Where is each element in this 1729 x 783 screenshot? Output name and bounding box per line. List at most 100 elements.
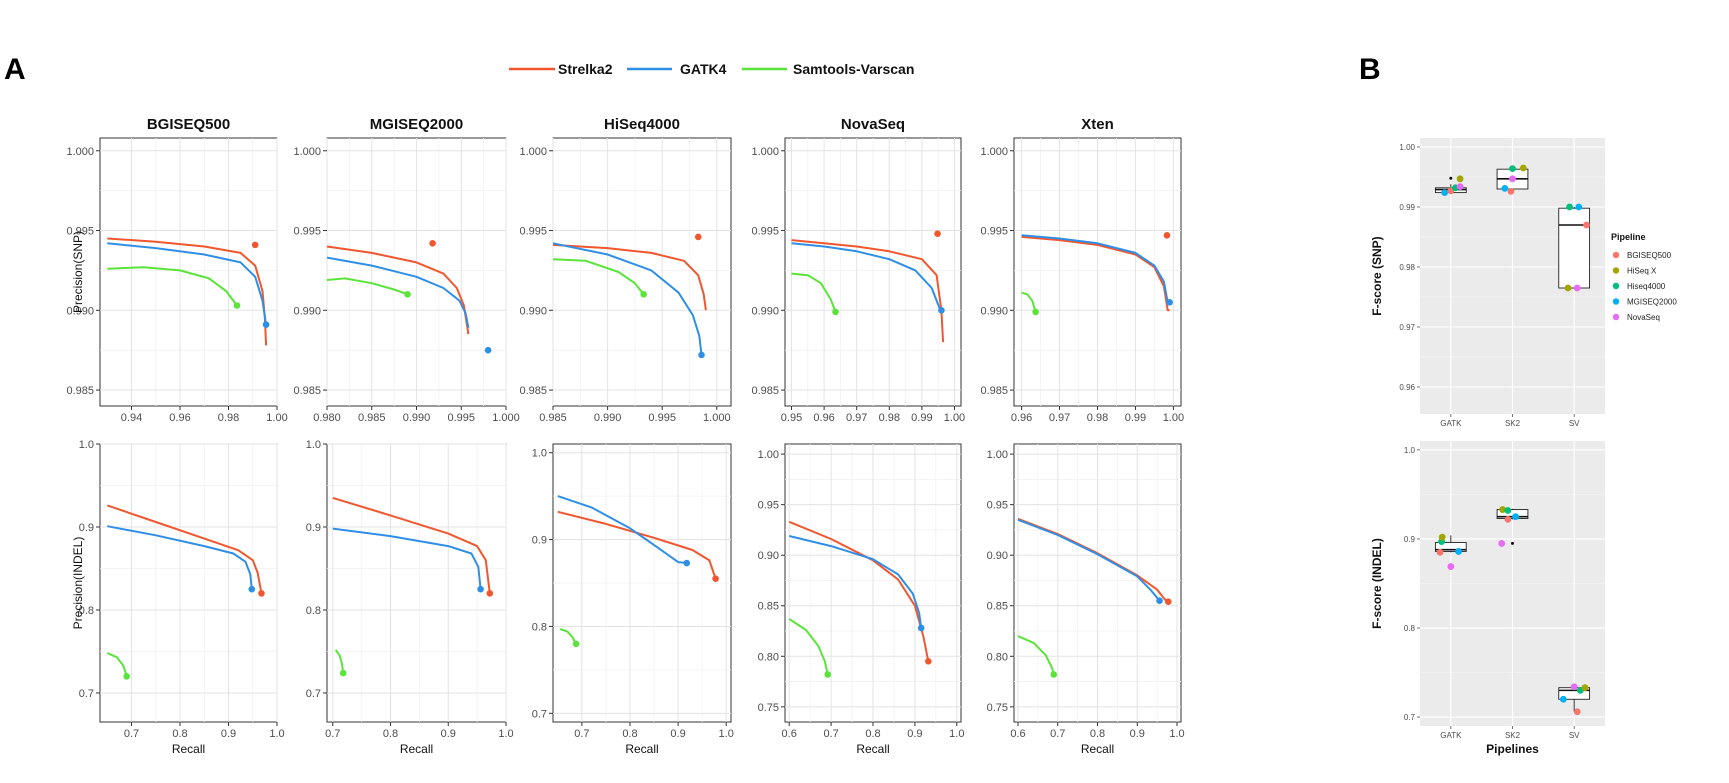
series-line-strelka2: [557, 510, 717, 580]
series-point-strelka2: [694, 233, 702, 241]
y-tick-label: 0.80: [758, 651, 779, 663]
series-point-gatk4: [1166, 299, 1173, 306]
x-tick-label: 0.97: [1049, 412, 1070, 424]
y-tick-label: 1.000: [980, 146, 1008, 158]
x-tick-label: 1.0: [1169, 728, 1184, 740]
point-novaseq: [1509, 175, 1516, 183]
y-tick-label: 0.7: [306, 688, 321, 700]
x-tick-label: 0.97: [846, 412, 867, 424]
series-line-strelka2: [326, 245, 470, 335]
platform-title-novaseq: NovaSeq: [841, 116, 905, 133]
x-tick-label: 0.99: [911, 412, 932, 424]
chart-xten-indel: 0.6 0.7 0.8 0.9 1.0 0.75 0.80 0.85 0.90 0.95 1.00 R…: [987, 443, 1185, 756]
series-line-gatk4: [788, 535, 923, 629]
y-tick-label: 1.000: [293, 146, 321, 158]
plot-frame: [326, 443, 507, 723]
legend-key-novaseq: [1612, 313, 1620, 321]
box-outlier-gatk: [1449, 176, 1453, 180]
y-tick-label: 0.8: [79, 605, 94, 617]
point-novaseq: [1573, 284, 1581, 292]
series-point-gatk4: [477, 585, 484, 593]
y-axis-label-snp: F-score (SNP): [1370, 236, 1384, 315]
x-tick-label: 1.0: [949, 728, 964, 740]
series-line-samtools-varscan: [552, 258, 645, 295]
legend-label-hiseq-x: HiSeq X: [1627, 267, 1657, 276]
series-line-strelka2: [1021, 235, 1170, 312]
x-axis-label: Recall: [856, 742, 889, 756]
x-axis-label: Recall: [625, 742, 658, 756]
series-point-samtools-varscan: [832, 308, 839, 316]
series-point-samtools-varscan: [572, 640, 580, 648]
point-bgiseq500: [1507, 188, 1515, 195]
y-tick-label: 0.990: [293, 305, 321, 317]
x-tick-label: 1.00: [944, 412, 965, 424]
point-bgiseq500: [1573, 708, 1581, 716]
x-tick-label: SK2: [1505, 731, 1521, 740]
chart-hiseq4000-snp: 0.985 0.990 0.995 1.000 0.985 0.990 0.995 1.000: [519, 137, 732, 424]
legend-label-hiseq4000: Hiseq4000: [1627, 282, 1666, 291]
point-hiseq-x: [1564, 284, 1572, 292]
y-tick-label: 0.985: [293, 385, 321, 397]
y-tick-label: 1.0: [532, 448, 547, 460]
series-line-gatk4: [1017, 518, 1161, 602]
series-line-gatk4: [107, 242, 268, 325]
y-tick-label: 0.990: [66, 305, 94, 317]
y-tick-label: 0.95: [758, 500, 779, 512]
platform-title-bgiseq500: BGISEQ500: [147, 116, 230, 133]
y-tick-label: 0.995: [519, 226, 547, 238]
platform-title-xten: Xten: [1081, 116, 1114, 133]
y-tick-label: 0.990: [980, 305, 1008, 317]
series-line-samtools-varscan: [788, 618, 829, 675]
x-tick-label: 0.7: [1050, 728, 1065, 740]
series-line-strelka2: [552, 243, 707, 311]
series-line-samtools-varscan: [107, 266, 238, 307]
series-line-samtools-varscan: [559, 628, 577, 645]
y-tick-label: 0.995: [66, 226, 94, 238]
x-tick-label: 1.0: [498, 728, 513, 740]
series-line-samtools-varscan: [326, 277, 408, 296]
y-tick-label: 0.9: [306, 522, 321, 534]
box-gatk: [1434, 542, 1467, 552]
y-tick-label: 0.985: [751, 385, 779, 397]
y-axis-label-snp: Precision(SNP): [71, 231, 85, 313]
y-tick-label: 0.80: [987, 651, 1008, 663]
point-novaseq: [1498, 540, 1506, 547]
chart-novaseq-indel: 0.6 0.7 0.8 0.9 1.0 0.75 0.80 0.85 0.90 0.95 1.00 R…: [758, 443, 964, 756]
y-tick-label: 0.995: [751, 226, 779, 238]
series-line-gatk4: [107, 525, 253, 590]
series-line-gatk4: [791, 242, 943, 313]
x-axis-label: Recall: [172, 742, 205, 756]
panel-b-label: B: [1359, 53, 1381, 86]
point-hiseq-x: [1519, 164, 1527, 172]
y-tick-label: 0.7: [79, 688, 94, 700]
series-line-gatk4: [557, 495, 687, 564]
x-tick-label: 0.990: [403, 412, 431, 424]
x-tick-label: 0.9: [907, 728, 922, 740]
legend-key-bgiseq500: [1612, 251, 1620, 259]
chart-bgiseq500-indel: 0.7 0.8 0.9 1.0 0.7 0.8 0.9 1.0 Recall: [79, 439, 285, 756]
y-tick-label: 1.000: [751, 146, 779, 158]
x-tick-label: 0.995: [648, 412, 676, 424]
point-mgiseq2000: [1455, 548, 1462, 555]
x-tick-label: 0.995: [447, 412, 475, 424]
y-tick-label: 0.85: [758, 601, 779, 613]
point-novaseq: [1447, 563, 1455, 570]
x-axis-label: Recall: [400, 742, 433, 756]
y-tick-label: 0.990: [519, 305, 547, 317]
series-line-gatk4: [326, 256, 470, 328]
x-tick-label: 0.98: [879, 412, 900, 424]
x-tick-label: 0.985: [358, 412, 386, 424]
series-point-strelka2: [251, 241, 259, 249]
series-line-gatk4: [1021, 234, 1170, 304]
y-tick-label: 0.75: [758, 702, 779, 714]
point-novaseq: [1570, 683, 1578, 691]
series-point-samtools-varscan: [233, 302, 241, 309]
x-tick-label: 0.96: [169, 412, 190, 424]
series-point-gatk4: [248, 585, 256, 593]
x-tick-label: 0.9: [1130, 728, 1145, 740]
y-tick-label: 0.90: [987, 550, 1008, 562]
y-tick-label: 1.00: [758, 449, 779, 461]
series-line-strelka2: [788, 520, 930, 662]
point-hiseq-x: [1438, 533, 1446, 541]
panel-b-charts: 0.96 0.97 0.98 0.99 1.00 GATK SK2 SV F-score (SN…: [1370, 138, 1677, 756]
